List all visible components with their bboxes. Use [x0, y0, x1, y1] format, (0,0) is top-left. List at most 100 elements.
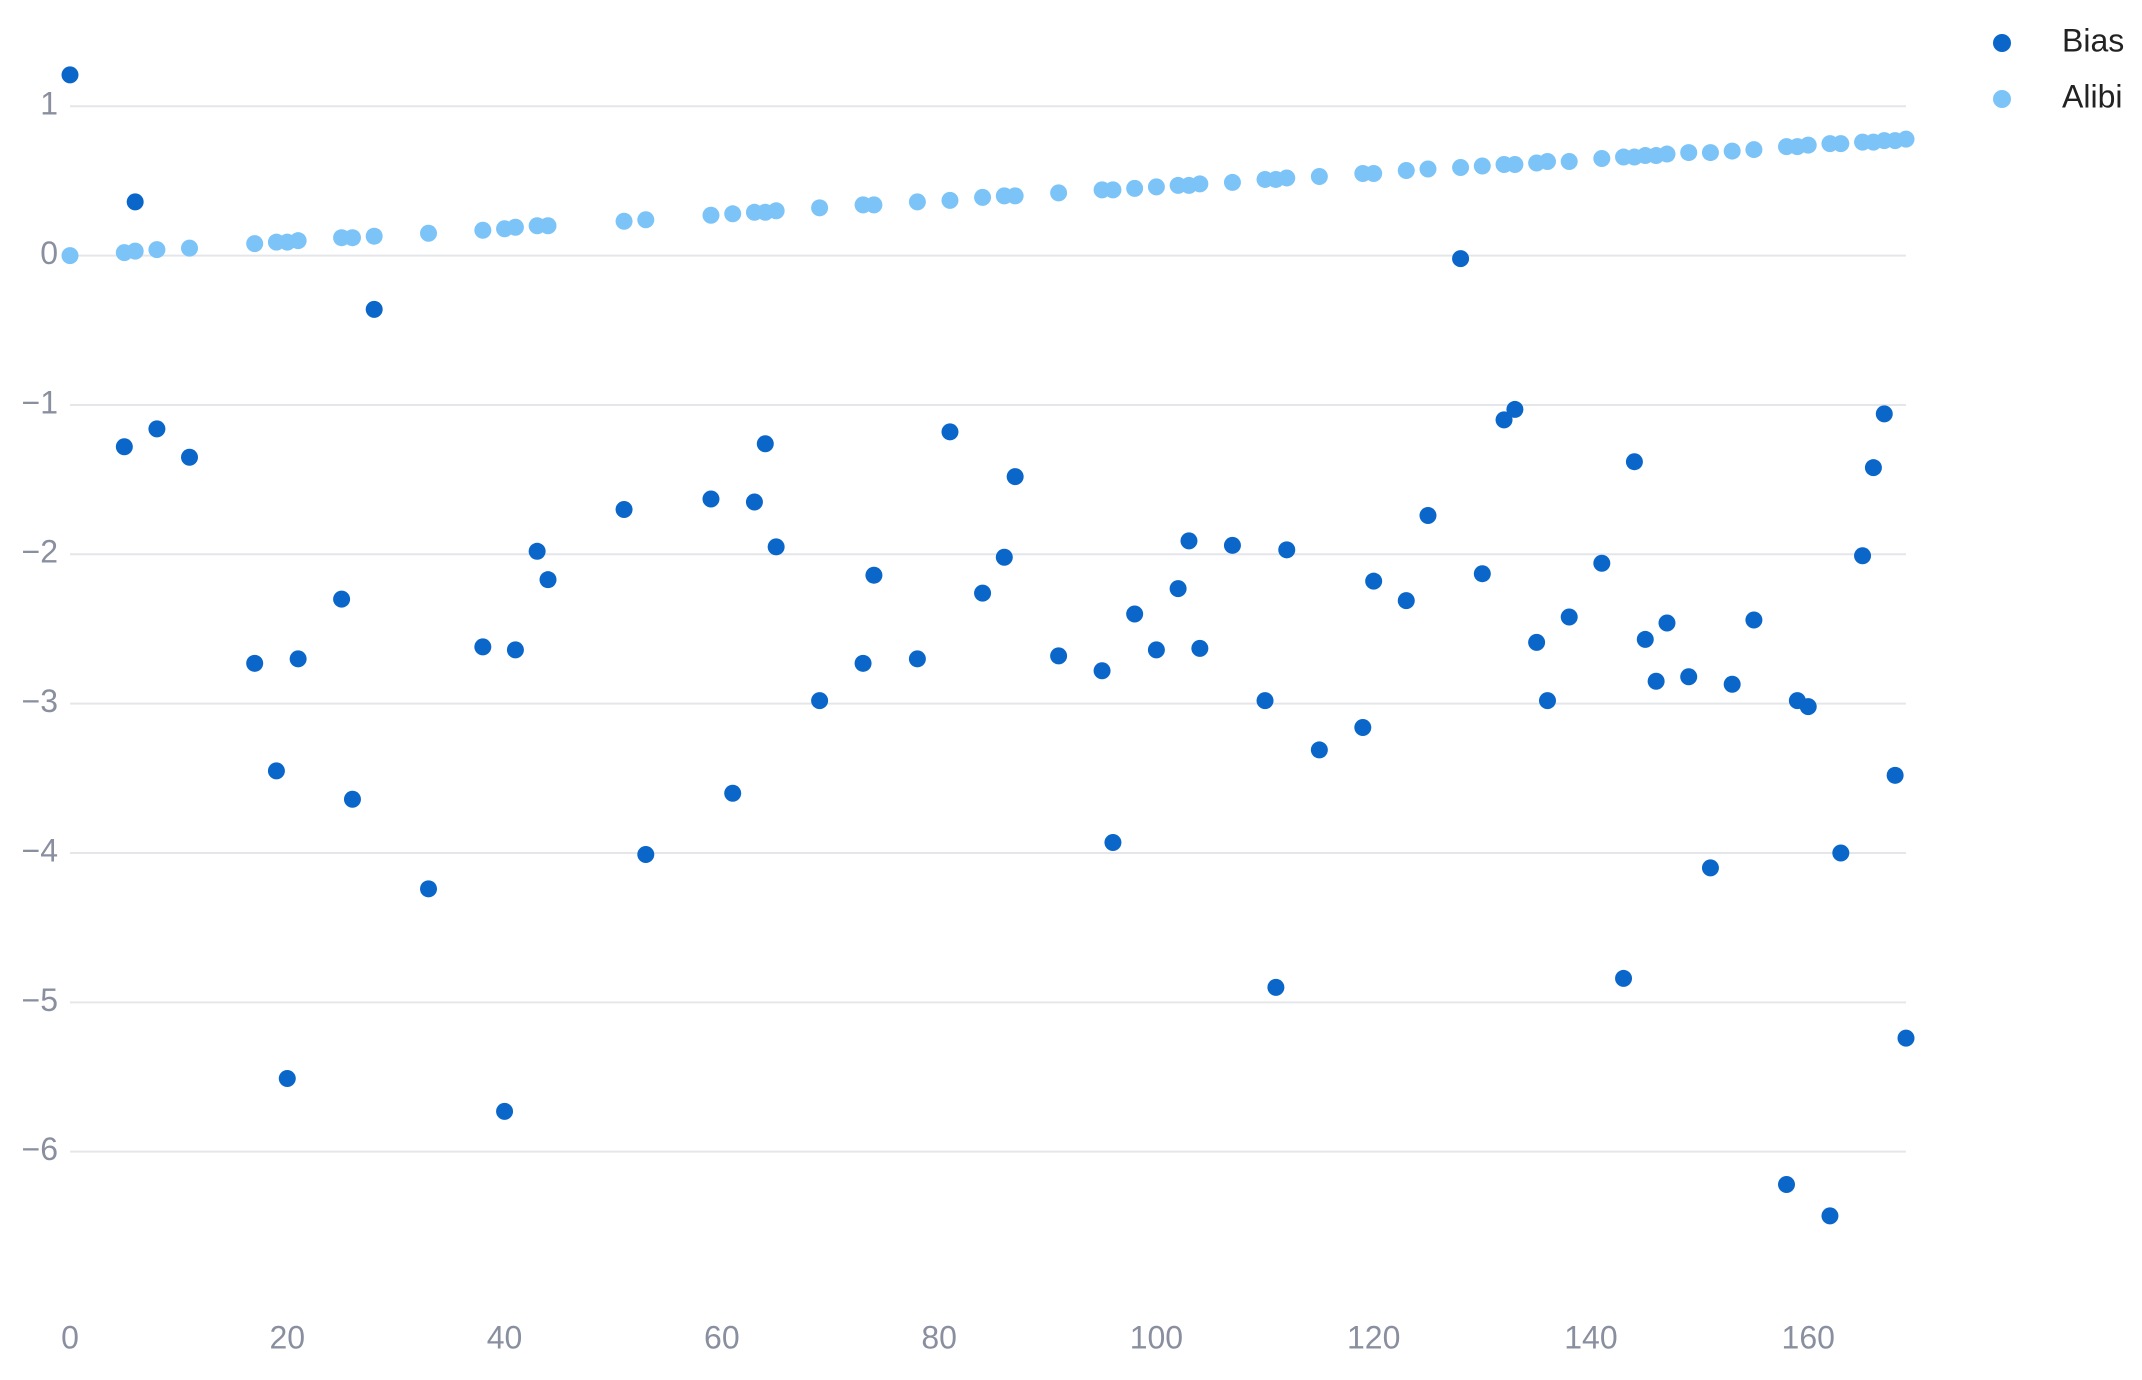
point [702, 206, 720, 224]
point [1560, 608, 1578, 626]
point [724, 205, 742, 223]
point [1658, 145, 1676, 163]
point [126, 193, 144, 211]
point [365, 227, 383, 245]
point [1452, 158, 1470, 176]
point [115, 438, 133, 456]
y-tick-label: −6 [22, 1131, 58, 1167]
point [246, 235, 264, 253]
point [1419, 160, 1437, 178]
point [1560, 153, 1578, 171]
point [1897, 1029, 1915, 1047]
point [637, 211, 655, 229]
point [1310, 167, 1328, 185]
point [343, 790, 361, 808]
x-tick-label: 120 [1347, 1319, 1400, 1355]
series [61, 66, 1915, 1225]
point [1799, 698, 1817, 716]
point [941, 191, 959, 209]
point [1538, 692, 1556, 710]
point [333, 590, 351, 608]
point [615, 500, 633, 518]
point [1538, 153, 1556, 171]
point [365, 300, 383, 318]
point [1397, 592, 1415, 610]
legend-marker [1993, 90, 2011, 108]
point [1169, 580, 1187, 598]
x-tick-label: 140 [1564, 1319, 1617, 1355]
point [1832, 844, 1850, 862]
point [811, 692, 829, 710]
x-tick-label: 0 [61, 1319, 79, 1355]
point [1191, 639, 1209, 657]
point [1006, 468, 1024, 486]
point [1050, 647, 1068, 665]
point [767, 538, 785, 556]
y-tick-label: −4 [22, 832, 58, 868]
point [1365, 572, 1383, 590]
point [506, 218, 524, 236]
point [126, 242, 144, 260]
point [474, 638, 492, 656]
point [1256, 692, 1274, 710]
point [506, 641, 524, 659]
point [908, 650, 926, 668]
point [1647, 672, 1665, 690]
point [995, 548, 1013, 566]
point [811, 199, 829, 217]
y-tick-label: −2 [22, 534, 58, 570]
point [1506, 400, 1524, 418]
y-tick-label: −3 [22, 683, 58, 719]
point [1354, 719, 1372, 737]
y-tick-label: 1 [40, 86, 58, 122]
point [1897, 130, 1915, 148]
legend-label: Alibi [2062, 78, 2122, 114]
point [181, 448, 199, 466]
x-tick-label: 80 [921, 1319, 957, 1355]
point [1658, 614, 1676, 632]
point [1854, 547, 1872, 565]
point [1223, 536, 1241, 554]
point [246, 654, 264, 672]
point [496, 1102, 514, 1120]
point [1147, 641, 1165, 659]
point [702, 490, 720, 508]
point [1701, 859, 1719, 877]
x-tick-label: 20 [269, 1319, 305, 1355]
point [1777, 1176, 1795, 1194]
series [61, 130, 1915, 265]
point [1745, 141, 1763, 159]
point [148, 420, 166, 438]
point [1397, 161, 1415, 179]
point [1006, 187, 1024, 205]
point [865, 566, 883, 584]
point [767, 202, 785, 220]
point [1528, 633, 1546, 651]
point [1473, 565, 1491, 583]
point [1701, 144, 1719, 162]
point [1680, 668, 1698, 686]
point [528, 542, 546, 560]
point [615, 212, 633, 230]
point [61, 66, 79, 84]
point [1104, 834, 1122, 852]
point [420, 880, 438, 898]
point [1104, 181, 1122, 199]
point [1723, 675, 1741, 693]
point [974, 188, 992, 206]
y-tick-label: −1 [22, 384, 58, 420]
x-tick-label: 160 [1782, 1319, 1835, 1355]
point [1180, 532, 1198, 550]
point [637, 845, 655, 863]
point [1419, 506, 1437, 524]
x-tick-label: 60 [704, 1319, 740, 1355]
point [289, 650, 307, 668]
point [908, 193, 926, 211]
point [1875, 405, 1893, 423]
point [745, 493, 763, 511]
point [539, 571, 557, 589]
point [1723, 142, 1741, 160]
point [1506, 156, 1524, 174]
point [974, 584, 992, 602]
point [1593, 554, 1611, 572]
